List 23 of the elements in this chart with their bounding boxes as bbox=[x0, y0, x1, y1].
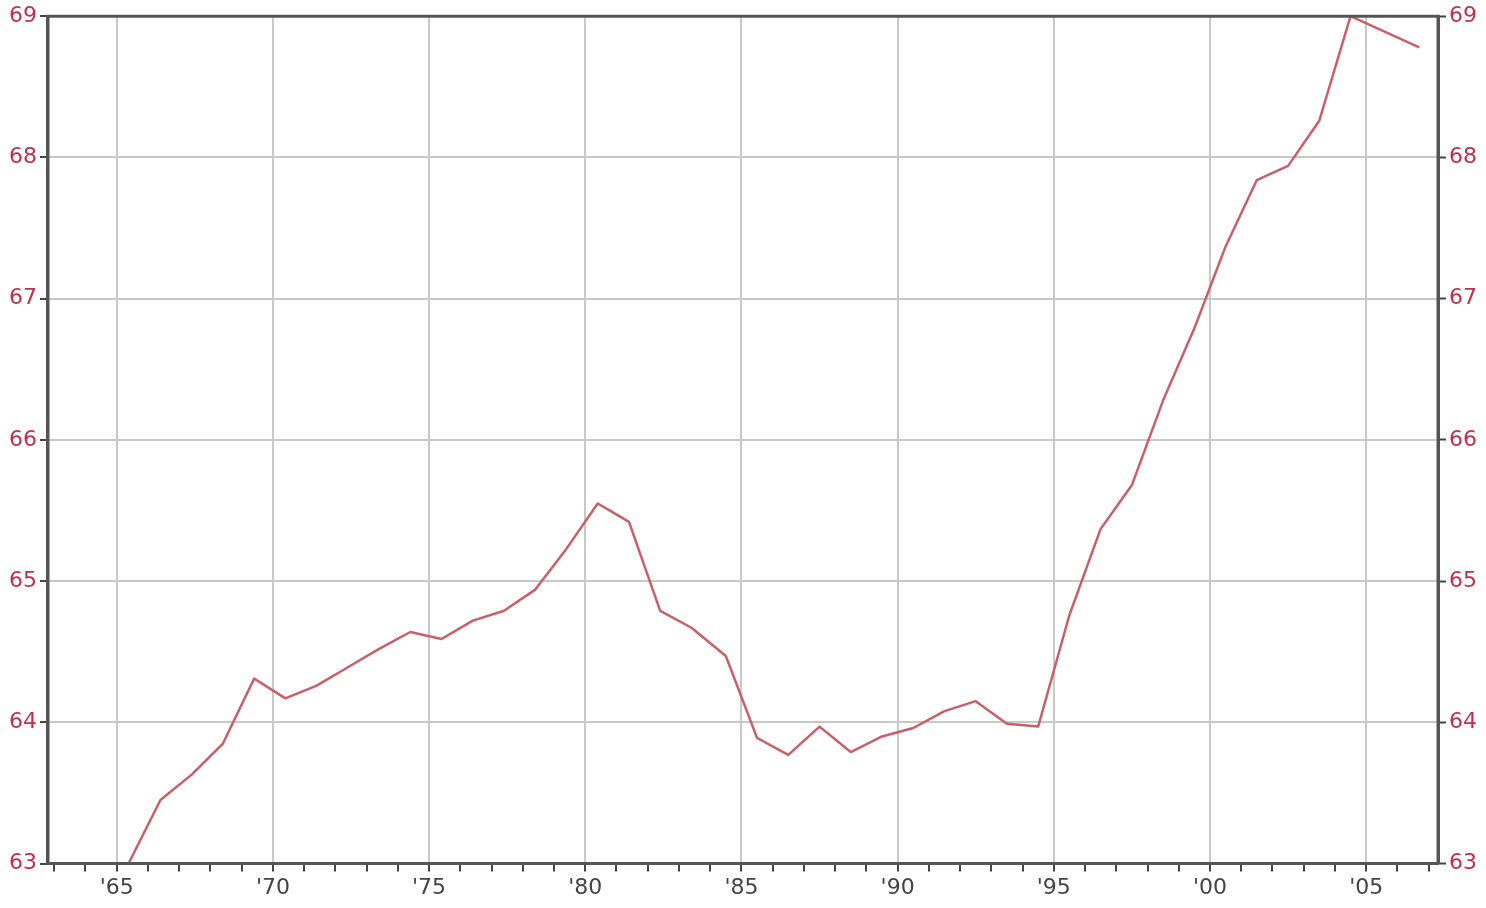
y2-tick-label: 64 bbox=[8, 708, 37, 734]
x-tick-label: '05 bbox=[1349, 873, 1384, 899]
y-tick-label: 69 bbox=[1449, 1, 1478, 27]
y-tick-label: 67 bbox=[1449, 284, 1478, 310]
y2-tick-label: 66 bbox=[8, 425, 37, 451]
y2-tick-label: 63 bbox=[8, 849, 37, 875]
y2-tick-label: 67 bbox=[8, 284, 37, 310]
y-tick-label: 65 bbox=[1449, 566, 1478, 592]
x-tick-label: '70 bbox=[255, 873, 290, 899]
x-tick-label: '85 bbox=[724, 873, 759, 899]
y2-tick-label: 69 bbox=[8, 1, 37, 27]
x-tick-label: '65 bbox=[99, 873, 134, 899]
x-tick-label: '95 bbox=[1036, 873, 1071, 899]
y2-tick-label: 65 bbox=[8, 566, 37, 592]
y-tick-label: 64 bbox=[1449, 708, 1478, 734]
x-tick-label: '80 bbox=[568, 873, 603, 899]
y-tick-label: 68 bbox=[1449, 143, 1478, 169]
y-tick-label: 66 bbox=[1449, 425, 1478, 451]
x-tick-label: '75 bbox=[412, 873, 447, 899]
y-tick-label: 63 bbox=[1449, 849, 1478, 875]
x-tick-label: '90 bbox=[880, 873, 915, 899]
x-tick-label: '00 bbox=[1192, 873, 1227, 899]
y2-tick-label: 68 bbox=[8, 143, 37, 169]
